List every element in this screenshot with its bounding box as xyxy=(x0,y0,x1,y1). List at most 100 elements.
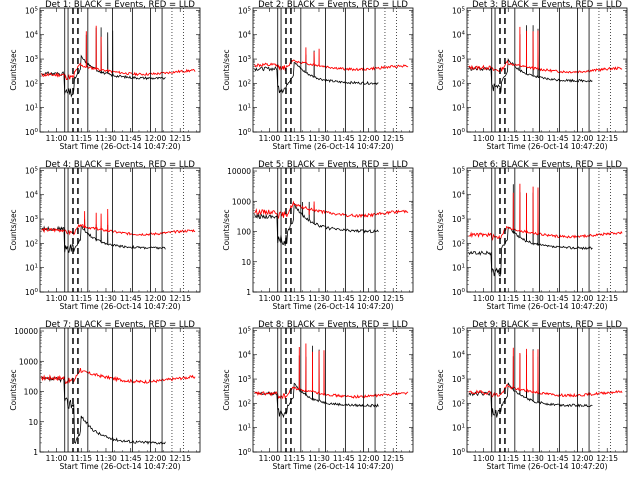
lld-series-line xyxy=(254,343,409,400)
y-tick-label: 104 xyxy=(238,31,252,40)
y-tick-label: 103 xyxy=(452,215,466,224)
x-tick-label: 11:45 xyxy=(547,294,569,303)
x-axis-label: Start Time (26-Oct-14 10:47:20) xyxy=(486,462,607,471)
x-tick-label: 12:15 xyxy=(169,294,191,303)
y-tick-label: 101 xyxy=(452,104,465,113)
x-tick-label: 11:15 xyxy=(283,134,305,143)
y-tick-label: 101 xyxy=(452,424,465,433)
y-axis-label: Counts/sec xyxy=(436,209,445,250)
plot-frame xyxy=(252,327,414,453)
x-tick-label: 11:30 xyxy=(95,454,117,463)
x-tick-label: 11:45 xyxy=(333,134,355,143)
y-tick-label: 104 xyxy=(25,31,39,40)
x-tick-label: 12:15 xyxy=(382,134,404,143)
panel-title: Det 4: BLACK = Events, RED = LLD xyxy=(45,160,195,170)
x-tick-label: 11:45 xyxy=(333,454,355,463)
panel-title: Det 3: BLACK = Events, RED = LLD xyxy=(472,0,622,10)
y-tick-label: 10000 xyxy=(14,327,38,336)
x-tick-label: 11:30 xyxy=(95,134,117,143)
x-tick-label: 11:00 xyxy=(473,294,495,303)
x-tick-label: 11:15 xyxy=(70,134,92,143)
plot-frame xyxy=(466,327,628,453)
x-tick-label: 11:45 xyxy=(120,294,142,303)
lld-series-line xyxy=(468,347,623,399)
x-tick-label: 11:45 xyxy=(547,134,569,143)
y-tick-label: 100 xyxy=(452,288,466,297)
panel-title: Det 5: BLACK = Events, RED = LLD xyxy=(258,160,408,170)
y-tick-label: 104 xyxy=(238,351,252,360)
y-tick-label: 105 xyxy=(452,326,466,335)
y-tick-label: 104 xyxy=(25,191,39,200)
y-tick-label: 10 xyxy=(241,258,251,267)
y-tick-label: 102 xyxy=(452,79,465,88)
x-tick-label: 11:15 xyxy=(497,454,519,463)
plot-frame xyxy=(466,7,628,133)
y-tick-label: 105 xyxy=(238,6,252,15)
events-series-line xyxy=(468,25,593,93)
x-tick-label: 11:15 xyxy=(70,294,92,303)
plot-frame xyxy=(39,327,201,453)
y-tick-label: 100 xyxy=(238,448,252,457)
x-tick-label: 12:15 xyxy=(596,454,618,463)
events-series-line xyxy=(254,50,379,94)
chart-panel-2: Det 2: BLACK = Events, RED = LLD 100 101 10… xyxy=(222,0,414,151)
y-tick-label: 103 xyxy=(452,55,466,64)
y-tick-label: 10 xyxy=(28,418,38,427)
x-tick-label: 12:15 xyxy=(596,134,618,143)
y-axis-label: Counts/sec xyxy=(222,369,231,410)
x-tick-label: 11:30 xyxy=(95,294,117,303)
x-tick-label: 11:15 xyxy=(283,294,305,303)
x-tick-label: 11:00 xyxy=(259,134,281,143)
events-series-line xyxy=(254,201,379,246)
y-tick-label: 100 xyxy=(25,128,39,137)
y-axis-label: Counts/sec xyxy=(222,209,231,250)
events-series-line xyxy=(41,27,166,98)
y-tick-label: 1 xyxy=(246,288,251,297)
y-tick-label: 1000 xyxy=(19,357,38,366)
chart-panel-9: Det 9: BLACK = Events, RED = LLD 100 101 10… xyxy=(436,320,628,471)
y-tick-label: 100 xyxy=(25,288,39,297)
y-tick-label: 100 xyxy=(452,128,466,137)
x-tick-label: 12:00 xyxy=(572,294,594,303)
y-tick-label: 100 xyxy=(238,128,252,137)
x-tick-label: 11:30 xyxy=(522,134,544,143)
x-tick-label: 12:15 xyxy=(596,294,618,303)
x-tick-label: 11:00 xyxy=(259,294,281,303)
y-tick-label: 105 xyxy=(25,166,39,175)
y-tick-label: 105 xyxy=(238,326,252,335)
x-axis-label: Start Time (26-Oct-14 10:47:20) xyxy=(486,302,607,311)
x-tick-label: 11:30 xyxy=(522,454,544,463)
chart-panel-7: Det 7: BLACK = Events, RED = LLD 1 10 100 10… xyxy=(9,320,201,471)
x-axis-label: Start Time (26-Oct-14 10:47:20) xyxy=(59,142,180,151)
x-axis-label: Start Time (26-Oct-14 10:47:20) xyxy=(59,462,180,471)
x-tick-label: 12:00 xyxy=(572,134,594,143)
x-tick-label: 11:45 xyxy=(120,134,142,143)
x-tick-label: 11:30 xyxy=(308,294,330,303)
x-axis-label: Start Time (26-Oct-14 10:47:20) xyxy=(272,462,393,471)
x-axis-label: Start Time (26-Oct-14 10:47:20) xyxy=(486,142,607,151)
y-axis-label: Counts/sec xyxy=(9,369,18,410)
y-tick-label: 105 xyxy=(452,6,466,15)
y-tick-label: 1 xyxy=(33,448,38,457)
chart-panel-4: Det 4: BLACK = Events, RED = LLD 100 101 10… xyxy=(9,160,201,311)
chart-panel-1: Det 1: BLACK = Events, RED = LLD 100 101 10… xyxy=(9,0,201,151)
y-tick-label: 101 xyxy=(238,424,251,433)
y-tick-label: 103 xyxy=(25,55,39,64)
x-tick-label: 11:30 xyxy=(308,454,330,463)
x-tick-label: 12:00 xyxy=(572,454,594,463)
x-axis-label: Start Time (26-Oct-14 10:47:20) xyxy=(59,302,180,311)
y-tick-label: 102 xyxy=(452,399,465,408)
events-series-line xyxy=(254,345,379,419)
x-tick-label: 11:00 xyxy=(473,454,495,463)
x-tick-label: 12:00 xyxy=(145,294,167,303)
y-tick-label: 103 xyxy=(238,375,252,384)
x-axis-label: Start Time (26-Oct-14 10:47:20) xyxy=(272,142,393,151)
plot-frame xyxy=(39,167,201,293)
panel-title: Det 1: BLACK = Events, RED = LLD xyxy=(45,0,195,10)
y-tick-label: 102 xyxy=(238,399,251,408)
x-tick-label: 12:15 xyxy=(169,134,191,143)
events-series-line xyxy=(41,376,166,445)
x-tick-label: 11:45 xyxy=(547,454,569,463)
x-axis-label: Start Time (26-Oct-14 10:47:20) xyxy=(272,302,393,311)
